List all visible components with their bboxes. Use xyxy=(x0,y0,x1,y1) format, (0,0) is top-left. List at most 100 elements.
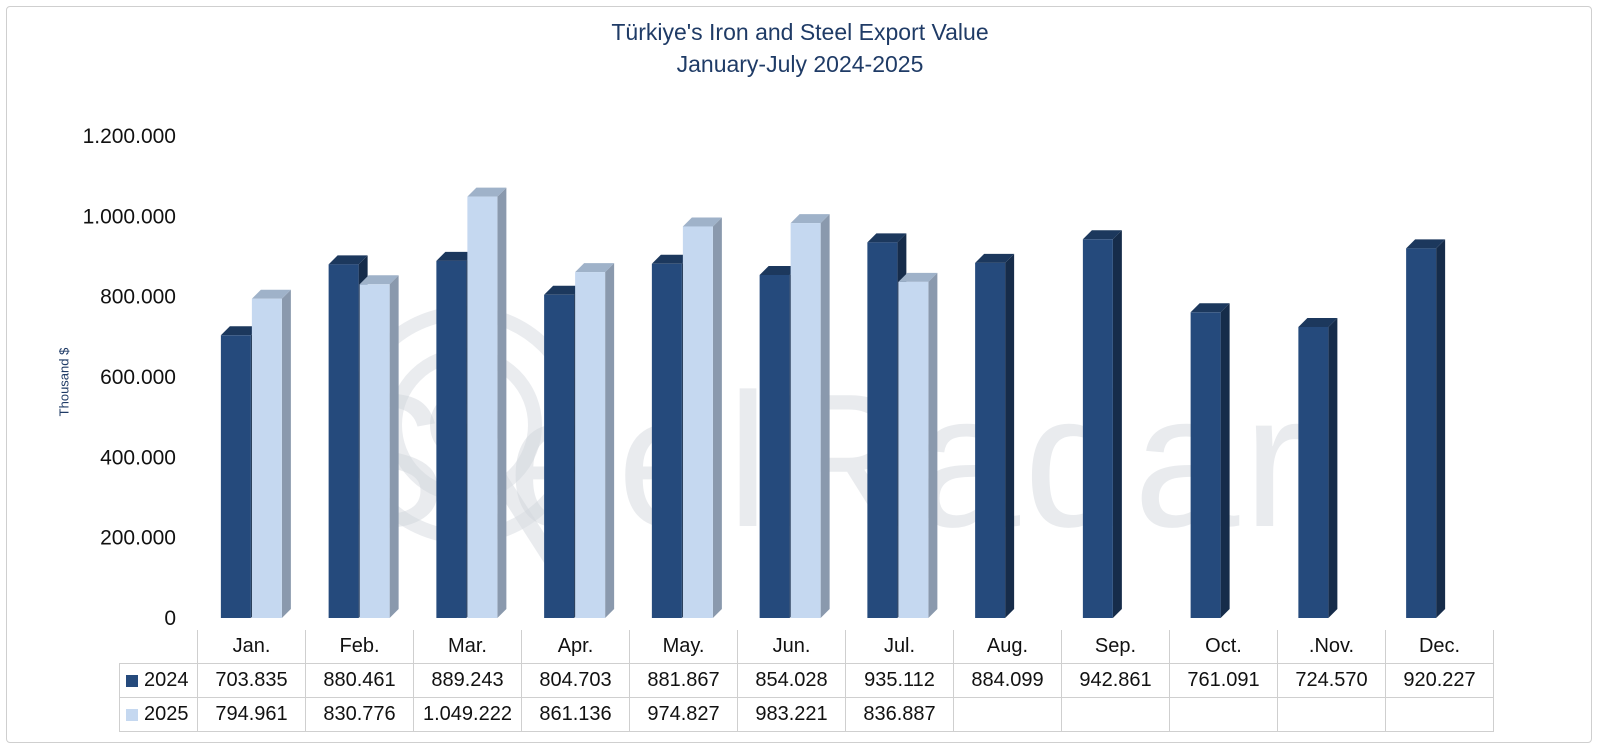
legend-swatch xyxy=(126,675,138,687)
data-label: 942.861 xyxy=(1061,663,1170,698)
legend-entry: 2025 xyxy=(119,697,198,732)
bar-2025-Apr. xyxy=(575,263,615,618)
bar-top-face xyxy=(436,251,476,261)
bar-2025-Mar. xyxy=(467,187,507,618)
bar-top-face xyxy=(975,253,1015,263)
bar-side-face xyxy=(820,214,830,619)
data-label: 974.827 xyxy=(629,697,738,732)
bar-side-face xyxy=(389,275,399,618)
bar-top-face xyxy=(467,187,507,197)
bar-2024-Sep. xyxy=(1082,230,1122,618)
data-label: 983.221 xyxy=(737,697,846,732)
y-tick-label: 0 xyxy=(164,607,176,630)
data-label xyxy=(1385,697,1494,732)
bar-side-face xyxy=(1328,317,1338,618)
x-tick-label: Jul. xyxy=(845,630,954,664)
x-tick-label: Aug. xyxy=(953,630,1062,664)
data-label: 854.028 xyxy=(737,663,846,698)
data-label: 703.835 xyxy=(197,663,306,698)
bar-2025-May. xyxy=(682,217,722,618)
bar-top-face xyxy=(1082,230,1122,240)
x-tick-label: Jan. xyxy=(197,630,306,664)
bar-front-face xyxy=(790,223,821,619)
bar-front-face xyxy=(1298,326,1329,618)
bar-2024-Aug. xyxy=(975,253,1015,618)
bar-side-face xyxy=(1436,239,1446,618)
data-label: 836.887 xyxy=(845,697,954,732)
bar-side-face xyxy=(1005,253,1015,618)
data-label: 794.961 xyxy=(197,697,306,732)
data-label: 830.776 xyxy=(305,697,414,732)
legend-swatch xyxy=(126,709,138,721)
data-label xyxy=(953,697,1062,732)
chart-title-block: Türkiye's Iron and Steel Export Value Ja… xyxy=(0,16,1600,80)
bar-front-face xyxy=(328,264,359,618)
bar-top-face xyxy=(867,233,907,243)
bar-top-face xyxy=(898,272,938,282)
bar-side-face xyxy=(281,289,291,618)
x-tick-label: .Nov. xyxy=(1277,630,1386,664)
bar-2025-Jan. xyxy=(251,289,291,618)
y-tick-label: 600.000 xyxy=(100,366,176,389)
x-tick-label: Feb. xyxy=(305,630,414,664)
bar-side-face xyxy=(605,263,615,618)
data-label xyxy=(1061,697,1170,732)
bar-2025-Feb. xyxy=(359,275,399,618)
y-axis-ticks: 0 200.000 400.000 600.000 800.000 1.000.000 1.… xyxy=(83,125,176,630)
x-tick-label: Dec. xyxy=(1385,630,1494,664)
x-tick-label: Oct. xyxy=(1169,630,1278,664)
data-label xyxy=(1277,697,1386,732)
data-label: 889.243 xyxy=(413,663,522,698)
bar-front-face xyxy=(651,263,682,618)
data-label: 884.099 xyxy=(953,663,1062,698)
chart-subtitle: January-July 2024-2025 xyxy=(676,51,924,77)
data-label: 724.570 xyxy=(1277,663,1386,698)
table-row: 2025 794.961 830.776 1.049.222 861.136 974.82… xyxy=(119,697,1494,732)
y-tick-label: 200.000 xyxy=(100,527,176,550)
x-tick-label: Mar. xyxy=(413,630,522,664)
bar-front-face xyxy=(544,294,575,618)
data-label: 935.112 xyxy=(845,663,954,698)
data-label: 761.091 xyxy=(1169,663,1278,698)
bar-front-face xyxy=(682,226,713,618)
x-tick-label: Sep. xyxy=(1061,630,1170,664)
bar-2024-Oct. xyxy=(1190,303,1230,618)
bar-top-face xyxy=(682,217,722,227)
x-tick-label: Apr. xyxy=(521,630,630,664)
bar-top-face xyxy=(328,255,368,265)
data-label xyxy=(1169,697,1278,732)
bar-front-face xyxy=(359,284,390,618)
bar-side-face xyxy=(1220,303,1230,618)
bar-front-face xyxy=(898,281,929,618)
table-corner xyxy=(119,630,198,664)
data-label: 881.867 xyxy=(629,663,738,698)
bar-front-face xyxy=(436,260,467,618)
table-header-row: Jan. Feb. Mar. Apr. May. Jun. Jul. Aug. Sep. Oct.… xyxy=(119,630,1494,664)
bar-front-face xyxy=(575,272,606,618)
bar-side-face xyxy=(928,272,938,618)
bar-series xyxy=(220,187,1446,619)
bar-2024-Dec. xyxy=(1406,239,1446,618)
bar-front-face xyxy=(975,262,1006,618)
bar-2025-Jul. xyxy=(898,272,938,618)
chart-title: Türkiye's Iron and Steel Export Value xyxy=(611,19,989,45)
bar-front-face xyxy=(1406,248,1437,618)
legend-label: 2025 xyxy=(144,703,189,725)
bar-top-face xyxy=(1406,239,1446,249)
bar-side-face xyxy=(1112,230,1122,618)
bar-front-face xyxy=(867,242,898,619)
bar-top-face xyxy=(220,326,260,336)
bar-front-face xyxy=(220,335,251,618)
y-tick-label: 400.000 xyxy=(100,446,176,469)
y-tick-label: 1.000.000 xyxy=(83,205,176,228)
bar-top-face xyxy=(544,285,584,295)
data-label: 804.703 xyxy=(521,663,630,698)
y-tick-label: 1.200.000 xyxy=(83,125,176,148)
legend-label: 2024 xyxy=(144,669,189,691)
bar-2025-Jun. xyxy=(790,214,830,619)
bar-front-face xyxy=(467,196,498,618)
bar-top-face xyxy=(759,265,799,275)
table-row: 2024 703.835 880.461 889.243 804.703 881.867 8… xyxy=(119,663,1494,698)
bar-top-face xyxy=(790,214,830,224)
